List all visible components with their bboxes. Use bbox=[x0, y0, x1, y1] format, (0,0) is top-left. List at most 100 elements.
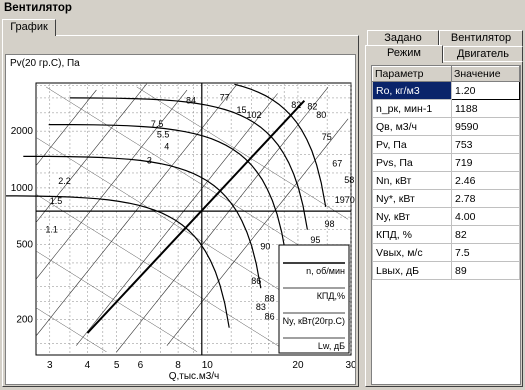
param-value-cell[interactable]: 7.5 bbox=[451, 243, 520, 262]
table-row[interactable]: Pvs, Па 719 bbox=[372, 153, 520, 172]
param-name-cell[interactable]: Pv, Па bbox=[372, 135, 452, 154]
x-tick-label: 30 bbox=[345, 360, 355, 371]
legend-entry: n, об/мин bbox=[306, 266, 345, 276]
chart-area: 3 4 5 6 8 10 20 30 200 500 1000 2000 Pv(20 гр.С), Па… bbox=[5, 54, 356, 385]
operating-line bbox=[86, 100, 306, 334]
fan-speed-curve bbox=[69, 97, 308, 230]
curve-label: 1.1 bbox=[45, 225, 58, 235]
curve-label: 1.5 bbox=[50, 196, 63, 206]
header-value[interactable]: Значение bbox=[451, 66, 520, 82]
curve-label: 80 bbox=[316, 110, 326, 120]
fan-speed-curve bbox=[234, 83, 327, 208]
curve-label: 75 bbox=[322, 132, 332, 142]
tab-ventilyator[interactable]: Вентилятор bbox=[439, 30, 523, 46]
param-value-cell[interactable]: 1188 bbox=[451, 99, 520, 118]
curve-label: 2.2 bbox=[58, 176, 71, 186]
right-tabs: Задано Вентилятор Режим Двигатель bbox=[365, 30, 523, 63]
x-tick-label: 10 bbox=[202, 360, 214, 371]
legend-entry: Lw, дБ bbox=[318, 341, 345, 351]
param-value-cell[interactable]: 753 bbox=[451, 135, 520, 154]
table-row[interactable]: Ro, кг/м3 1.20 bbox=[372, 81, 520, 100]
system-curve bbox=[116, 87, 329, 353]
x-tick-label: 5 bbox=[114, 360, 120, 371]
fan-speed-curve bbox=[23, 155, 262, 289]
tab-rezhim[interactable]: Режим bbox=[365, 45, 443, 63]
x-tick-label: 4 bbox=[85, 360, 91, 371]
param-name-cell[interactable]: Lвых, дБ bbox=[372, 261, 452, 280]
curve-label: 4 bbox=[164, 141, 169, 151]
param-value-cell[interactable]: 719 bbox=[451, 153, 520, 172]
x-axis-label: Q,тыс.м3/ч bbox=[169, 371, 220, 382]
curve-label: 77 bbox=[220, 93, 230, 103]
curve-label: 67 bbox=[332, 158, 342, 168]
x-tick-label: 20 bbox=[292, 360, 304, 371]
param-value-cell[interactable]: 2.78 bbox=[451, 189, 520, 208]
param-name-cell[interactable]: Vвых, м/с bbox=[372, 243, 452, 262]
curve-label: 86 bbox=[265, 312, 275, 322]
tab-graph[interactable]: График bbox=[2, 19, 56, 36]
curve-label: 82 bbox=[307, 102, 317, 112]
param-name-cell[interactable]: КПД, % bbox=[372, 225, 452, 244]
power-curve bbox=[136, 86, 349, 220]
system-curve bbox=[35, 83, 147, 223]
curve-label: 88 bbox=[265, 293, 275, 303]
legend-entry: КПД,% bbox=[317, 291, 345, 301]
system-curve bbox=[35, 89, 97, 166]
param-name-cell[interactable]: Pvs, Па bbox=[372, 153, 452, 172]
table-row[interactable]: Ny, кВт 4.00 bbox=[372, 207, 520, 226]
table-row[interactable]: Vвых, м/с 7.5 bbox=[372, 243, 520, 262]
y-tick-label: 200 bbox=[16, 315, 33, 326]
param-name-cell[interactable]: n_рк, мин-1 bbox=[372, 99, 452, 118]
table-row[interactable]: Qв, м3/ч 9590 bbox=[372, 117, 520, 136]
param-value-cell[interactable]: 82 bbox=[451, 225, 520, 244]
param-value-cell[interactable]: 89 bbox=[451, 261, 520, 280]
table-row[interactable]: Nn, кВт 2.46 bbox=[372, 171, 520, 190]
fan-speed-curve bbox=[48, 124, 287, 257]
y-tick-label: 1000 bbox=[11, 183, 34, 194]
param-name-cell[interactable]: Ro, кг/м3 bbox=[372, 81, 452, 100]
table-row[interactable]: n_рк, мин-1 1188 bbox=[372, 99, 520, 118]
param-name-cell[interactable]: Ny, кВт bbox=[372, 207, 452, 226]
power-curve bbox=[35, 193, 288, 353]
curve-label: 15 bbox=[236, 105, 246, 115]
y-axis-label: Pv(20 гр.С), Па bbox=[10, 58, 80, 69]
fan-performance-chart: 3 4 5 6 8 10 20 30 200 500 1000 2000 Pv(20 гр.С), Па… bbox=[6, 58, 355, 382]
param-value-cell[interactable]: 9590 bbox=[451, 117, 520, 136]
x-tick-label: 3 bbox=[47, 360, 53, 371]
curve-label: 1970 bbox=[335, 195, 355, 205]
params-table: Параметр Значение Ro, кг/м3 1.20 n_рк, мин… bbox=[372, 66, 520, 280]
table-row[interactable]: Pv, Па 753 bbox=[372, 135, 520, 154]
curve-label: 102 bbox=[247, 110, 262, 120]
param-name-cell[interactable]: Nn, кВт bbox=[372, 171, 452, 190]
param-value-cell[interactable]: 1.20 bbox=[451, 81, 520, 100]
curve-label: 5.5 bbox=[157, 130, 170, 140]
curve-label: 7.5 bbox=[151, 119, 164, 129]
curve-label: 3 bbox=[147, 155, 152, 165]
y-tick-label: 2000 bbox=[11, 126, 34, 137]
system-curve bbox=[35, 83, 238, 337]
tab-dvigatel[interactable]: Двигатель bbox=[443, 46, 523, 62]
power-curve bbox=[35, 307, 107, 353]
param-value-cell[interactable]: 4.00 bbox=[451, 207, 520, 226]
curve-label: 82 bbox=[291, 100, 301, 110]
system-curve bbox=[76, 93, 278, 346]
x-tick-label: 8 bbox=[175, 360, 181, 371]
curve-label: 86 bbox=[251, 276, 261, 286]
param-value-cell[interactable]: 2.46 bbox=[451, 171, 520, 190]
y-tick-label: 500 bbox=[16, 240, 33, 251]
system-curve bbox=[166, 118, 349, 346]
curve-label: 83 bbox=[256, 302, 266, 312]
param-name-cell[interactable]: Ny*, кВт bbox=[372, 189, 452, 208]
window-title: Вентилятор bbox=[4, 2, 72, 14]
tab-zadano[interactable]: Задано bbox=[367, 30, 439, 46]
table-row[interactable]: Lвых, дБ 89 bbox=[372, 261, 520, 280]
x-tick-label: 6 bbox=[138, 360, 144, 371]
table-row[interactable]: Ny*, кВт 2.78 bbox=[372, 189, 520, 208]
curve-label: 58 bbox=[344, 175, 354, 185]
param-name-cell[interactable]: Qв, м3/ч bbox=[372, 117, 452, 136]
legend-entry: Ny, кВт(20гр.С) bbox=[283, 316, 345, 326]
curve-label: 95 bbox=[310, 235, 320, 245]
header-param[interactable]: Параметр bbox=[372, 66, 452, 82]
table-row[interactable]: КПД, % 82 bbox=[372, 225, 520, 244]
curve-label: 98 bbox=[325, 219, 335, 229]
